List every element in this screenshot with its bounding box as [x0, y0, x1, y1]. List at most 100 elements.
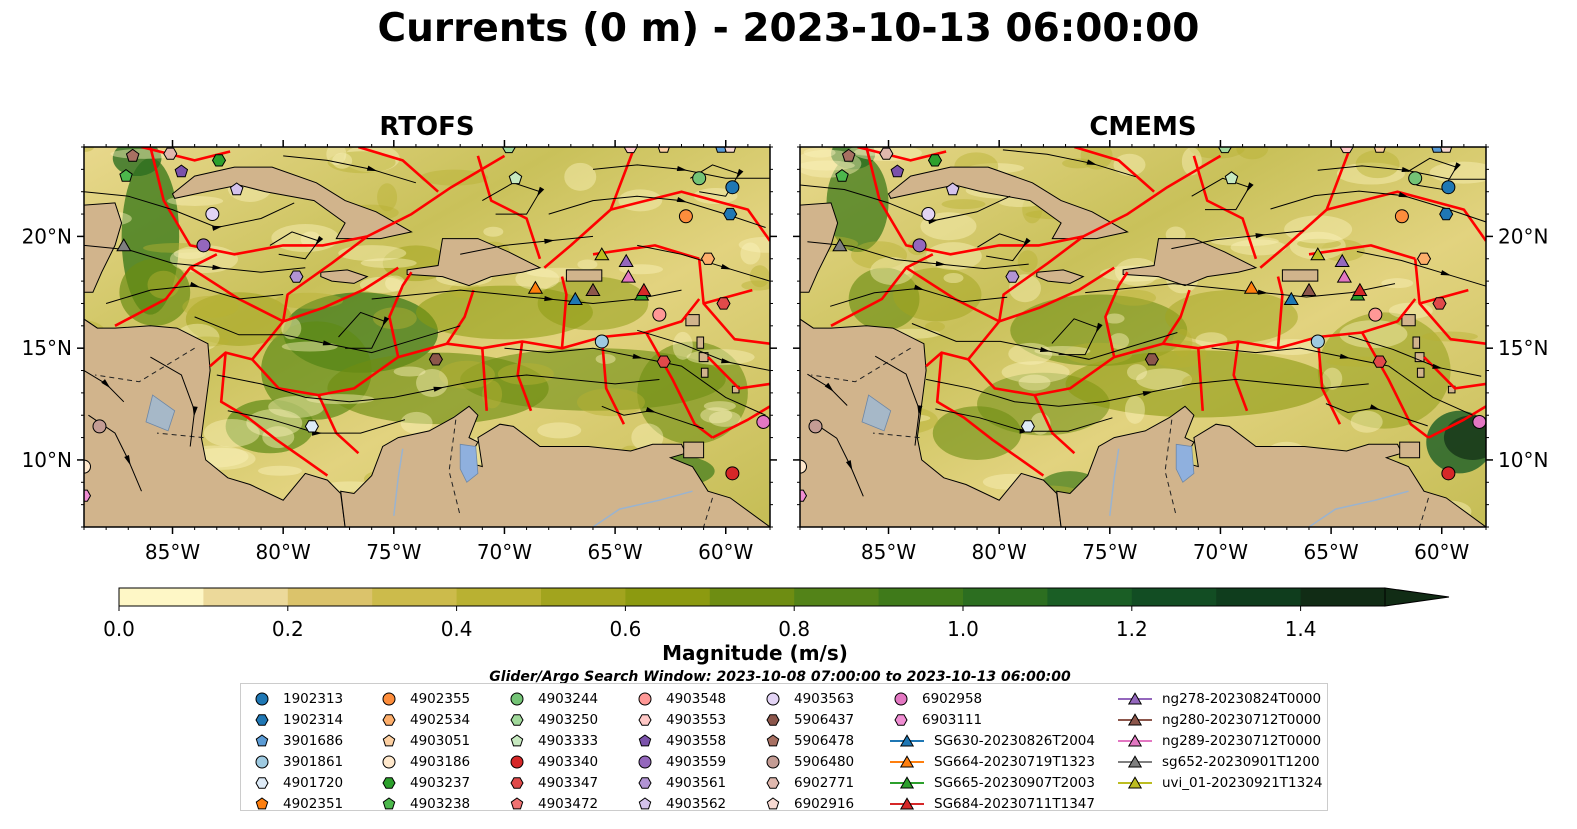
legend-entry: 1902313 [251, 688, 343, 709]
speed-patch [400, 411, 433, 434]
platform-marker [652, 307, 667, 322]
legend-entry-label: 6902771 [794, 774, 855, 791]
speed-patch [327, 151, 396, 174]
colorbar-tick-label: 0.8 [778, 617, 810, 641]
platform-marker [1472, 414, 1486, 429]
speed-patch [1230, 239, 1287, 256]
legend-entry-label: SG665-20230907T2003 [934, 774, 1095, 791]
legend-marker-icon [382, 755, 396, 768]
colorbar-segment [456, 588, 542, 606]
platform-marker [1336, 269, 1352, 283]
legend-entry-label: 3901861 [283, 753, 344, 770]
legend-entry: sg652-20230901T1200 [1118, 751, 1322, 772]
speed-patch [225, 399, 315, 454]
legend-entry-label: 4903244 [538, 690, 599, 707]
platform-marker [585, 282, 601, 296]
eez-boundary-line [1360, 331, 1430, 439]
legend-entry: 4903340 [506, 751, 598, 772]
legend-entry: SG630-20230826T2004 [890, 730, 1095, 751]
platform-marker [211, 154, 227, 167]
eez-boundary-line [209, 320, 285, 368]
land-polygon [700, 367, 709, 378]
legend-entry: 4903186 [378, 751, 470, 772]
speed-patch [515, 267, 560, 290]
speed-patch [686, 349, 755, 366]
speed-patch [185, 292, 293, 346]
legend-entry-label: 4903238 [410, 795, 471, 812]
colorbar-segment [1300, 588, 1386, 606]
legend-marker-icon [510, 776, 524, 789]
platform-marker [508, 171, 523, 185]
river-line [393, 448, 404, 516]
speed-patch [167, 195, 224, 206]
streamline-arrow [1453, 162, 1461, 173]
legend-marker-icon [510, 755, 524, 768]
lat-tick-label: 20°N [22, 224, 72, 248]
speed-patch [1165, 290, 1298, 344]
streamline [807, 241, 1029, 270]
land-polygon [171, 166, 413, 240]
legend-entry-label: 4903237 [410, 774, 471, 791]
colorbar-segments [118, 587, 1450, 607]
eez-boundary-line [560, 276, 568, 349]
speed-patch [924, 321, 945, 332]
speed-patch [275, 292, 344, 309]
streamline-arrow [124, 454, 131, 466]
lon-tick-label: 60°W [698, 540, 753, 564]
lon-tick-label: 70°W [1193, 540, 1248, 564]
speed-patch [1008, 274, 1041, 303]
land-mass [84, 147, 770, 527]
platform-marker [84, 489, 92, 502]
legend-entry-label: ng289-20230712T0000 [1162, 732, 1322, 749]
colorbar-tick-label: 0.2 [272, 617, 304, 641]
platform-marker [1005, 270, 1020, 283]
streamline-arrow [314, 235, 324, 246]
streamline-arrow [1142, 391, 1154, 397]
colorbar-tick-label: 1.4 [1285, 617, 1317, 641]
speed-patch [1018, 374, 1051, 391]
eez-boundary-line [1033, 394, 1076, 455]
streamline-arrow [1432, 363, 1443, 369]
platform-marker [1224, 171, 1239, 185]
legend-entry: 4903333 [506, 730, 598, 751]
speed-patch [1339, 320, 1408, 349]
eez-boundary-line [445, 289, 475, 345]
platform-markers [84, 147, 770, 502]
platform-marker [724, 147, 737, 153]
eez-boundary-line [905, 266, 1115, 323]
platform-marker [1217, 147, 1232, 154]
platform-marker [1394, 209, 1409, 224]
land-polygon [320, 269, 369, 284]
platform-marker [725, 466, 740, 481]
speed-patch [537, 422, 582, 439]
land-polygon [340, 405, 770, 527]
streamline-arrow [676, 165, 688, 172]
speed-patch [1034, 345, 1091, 356]
speed-patch [438, 360, 495, 389]
legend-entry: ng280-20230712T0000 [1118, 709, 1322, 730]
streamline [84, 191, 295, 229]
colorbar-segment [1047, 588, 1133, 606]
platform-marker [756, 414, 770, 429]
platform-marker [92, 419, 107, 434]
legend-entry: SG684-20230711T1347 [890, 793, 1095, 814]
country-border [1164, 419, 1177, 516]
legend-marker-icon [255, 692, 269, 705]
eez-boundary-line [1104, 271, 1129, 358]
platform-marker [725, 180, 740, 195]
streamlines [800, 149, 1486, 497]
speed-patch [262, 426, 295, 449]
eez-boundary-line [711, 405, 770, 439]
streamline-arrow [735, 168, 744, 179]
platform-markers [800, 147, 1486, 502]
platform-marker [1339, 147, 1354, 154]
legend-entry: 5906480 [762, 751, 854, 772]
speed-patch [306, 394, 375, 405]
land-polygon [696, 336, 705, 349]
speed-patch [1350, 410, 1383, 433]
colorbar-segment [625, 588, 711, 606]
legend-marker-icon [255, 713, 269, 726]
platform-marker [835, 168, 849, 182]
eez-boundary-line [707, 356, 770, 390]
speed-patch [1181, 374, 1214, 391]
